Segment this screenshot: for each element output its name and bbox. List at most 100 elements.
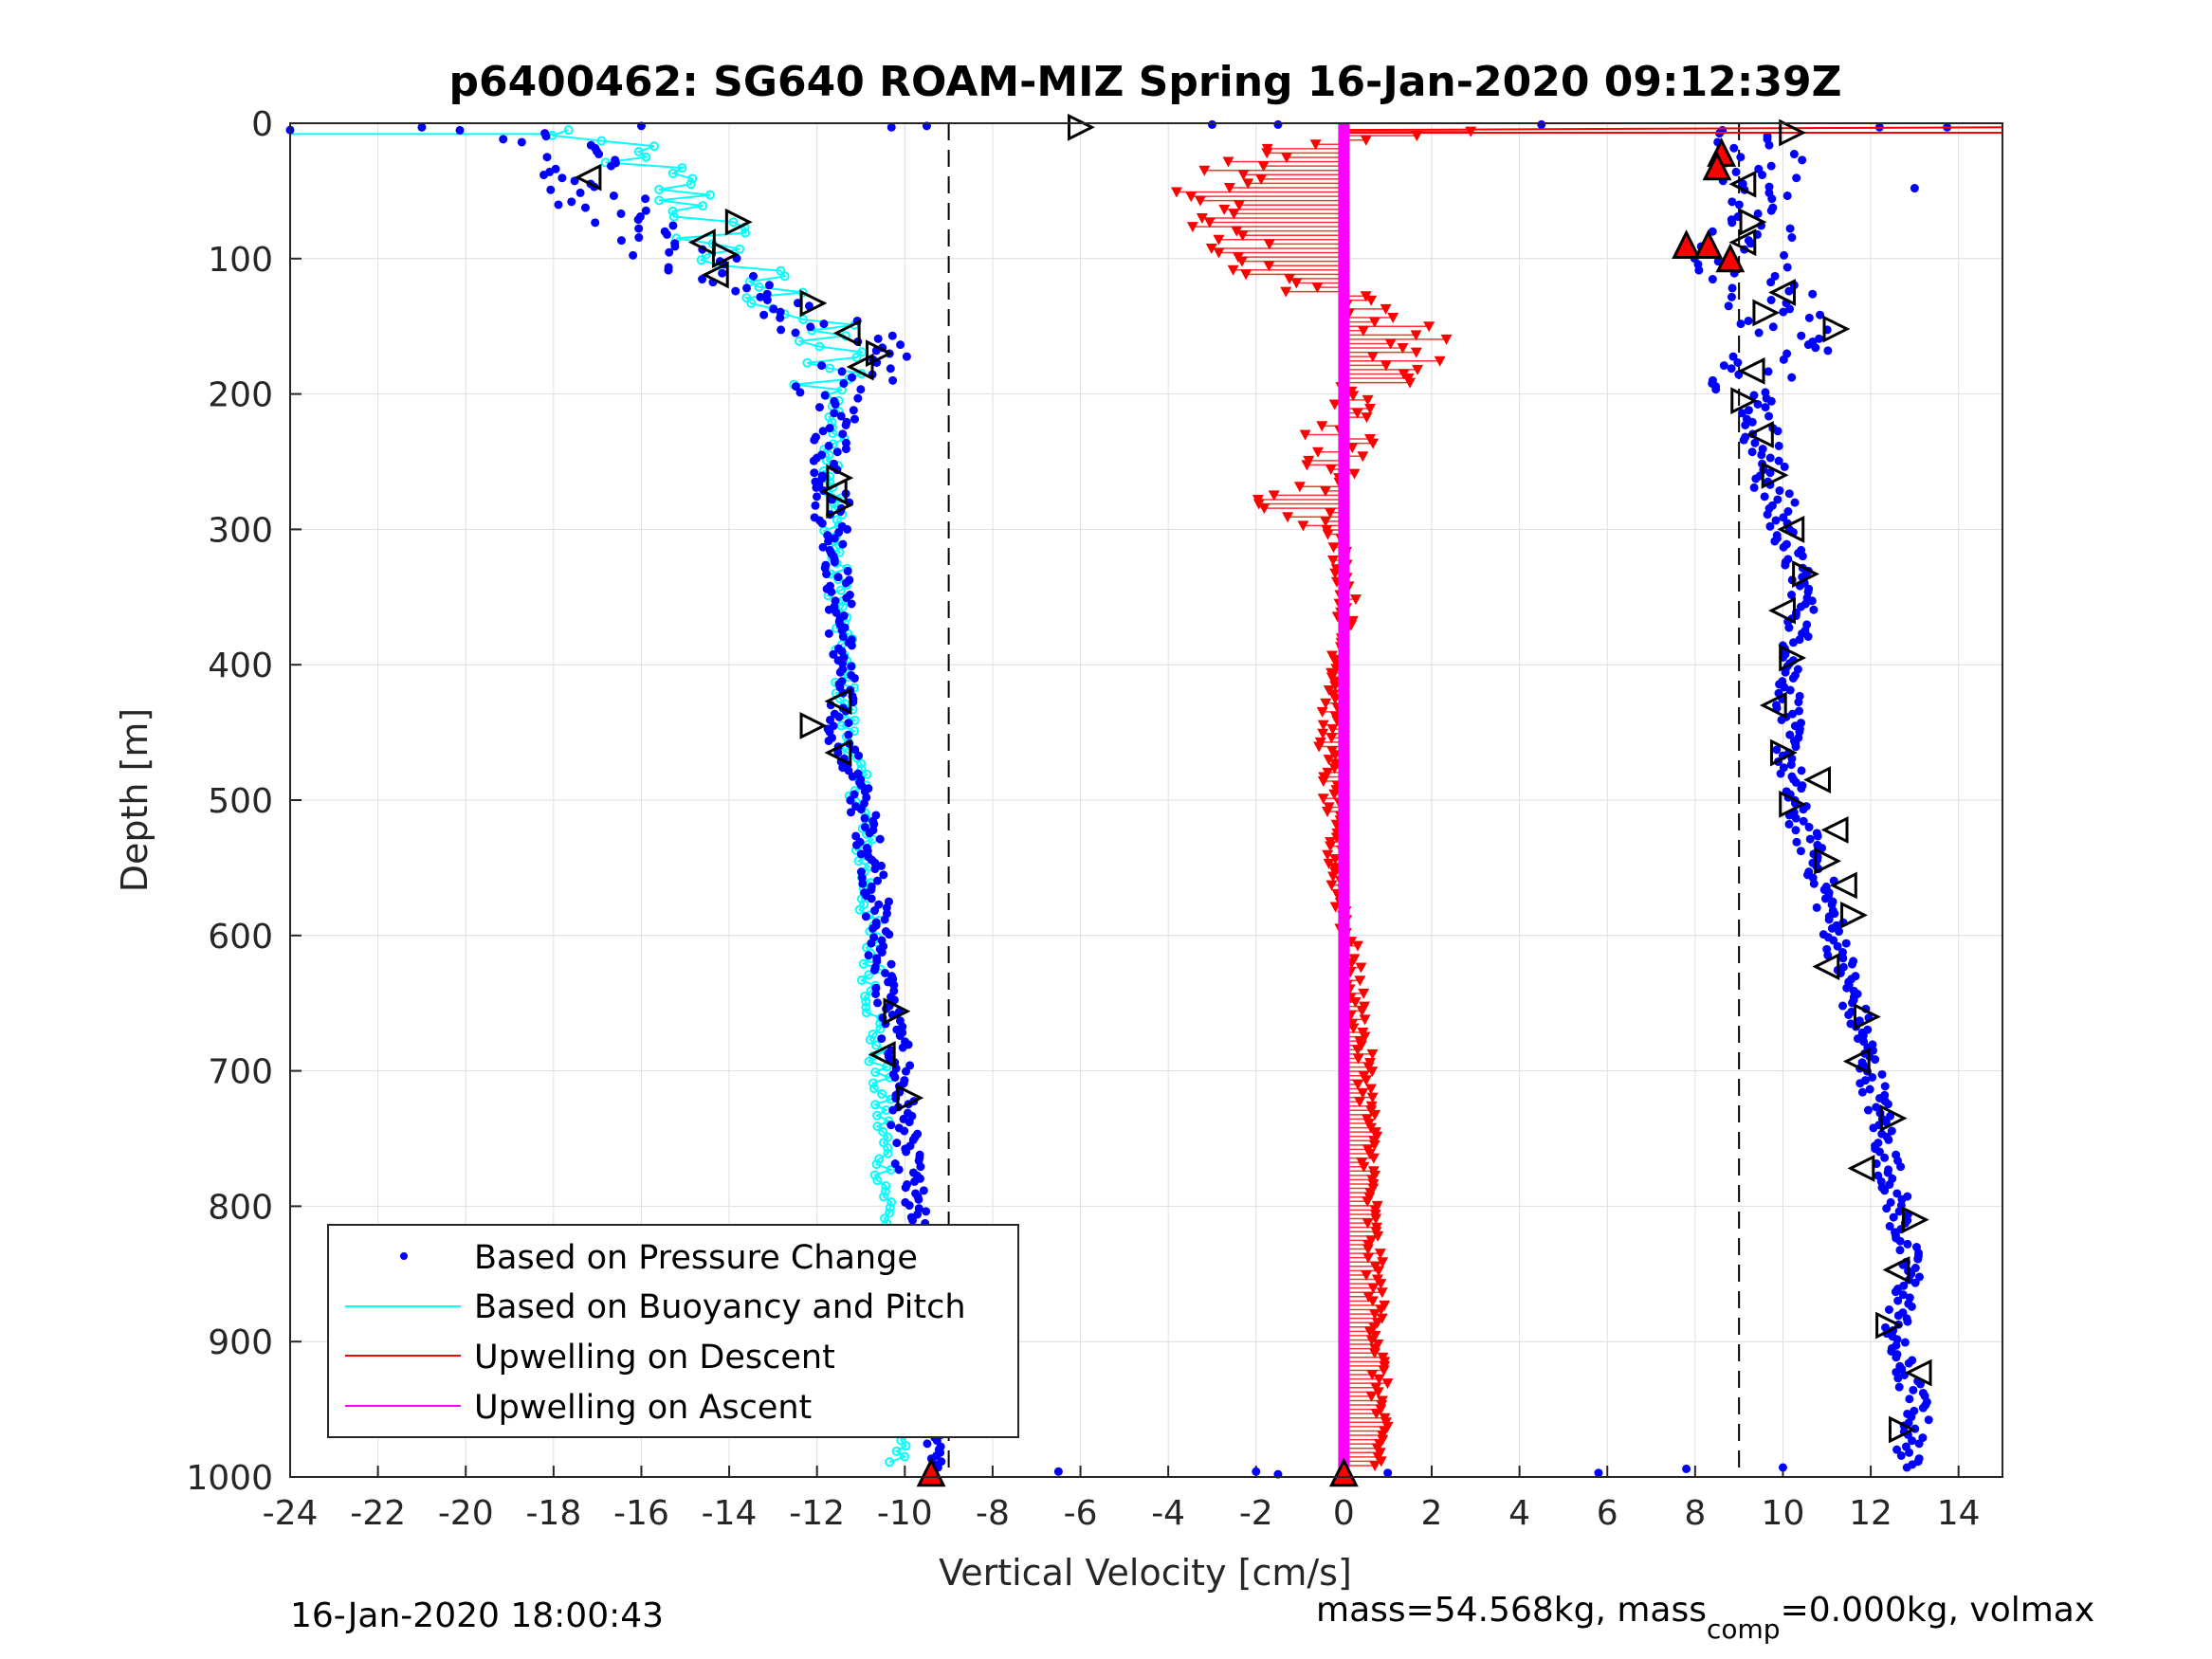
buoyancy-pitch-point (891, 1446, 902, 1456)
pressure-ascent-point (1797, 331, 1806, 340)
upwelling-descent-point (1263, 261, 1275, 272)
x-tick-label: -12 (789, 1494, 845, 1533)
pressure-descent-point (594, 150, 604, 159)
upwelling-descent-point (1369, 1109, 1381, 1121)
buoyancy-pitch-point (797, 287, 808, 298)
upwelling-descent-point (1194, 195, 1206, 207)
buoyancy-pitch-point (754, 282, 764, 292)
pressure-ascent-point (1894, 1207, 1904, 1216)
pressure-ascent-point (1744, 316, 1753, 325)
pressure-ascent-point (1797, 766, 1806, 775)
pressure-descent-point (806, 322, 815, 332)
upwelling-descent-point (1364, 404, 1377, 415)
pressure-ascent-point (1905, 1395, 1914, 1404)
open-triangle-marker (1728, 228, 1757, 257)
upwelling-descent-point (1373, 1374, 1385, 1385)
open-triangle-marker (1882, 1256, 1910, 1284)
upwelling-descent-surface-line (1344, 126, 2003, 132)
buoyancy-pitch-point (696, 255, 706, 265)
x-tick-label: -24 (263, 1494, 319, 1533)
pressure-ascent-point (1728, 197, 1737, 207)
pressure-ascent-point (1914, 1439, 1924, 1449)
pressure-ascent-point (1797, 784, 1806, 793)
upwelling-descent-point (1283, 273, 1295, 284)
pressure-ascent-point (1728, 352, 1738, 361)
upwelling-descent-point (1323, 858, 1335, 869)
pressure-descent-point (848, 772, 857, 781)
upwelling-descent-point (1357, 325, 1369, 337)
pressure-descent-point (892, 1139, 902, 1148)
pressure-descent-point (830, 557, 839, 567)
pressure-ascent-point (1904, 1358, 1913, 1368)
upwelling-descent-point (1351, 408, 1363, 419)
pressure-descent-point (554, 200, 563, 210)
pressure-descent-point (591, 218, 600, 228)
pressure-ascent-point (1751, 474, 1761, 483)
upwelling-descent-point (1290, 278, 1303, 289)
pressure-descent-point (850, 673, 859, 683)
open-triangle-marker (824, 687, 852, 716)
upwelling-descent-point (1213, 247, 1225, 259)
pressure-ascent-point (1871, 1055, 1880, 1065)
buoyancy-pitch-point (667, 168, 678, 178)
pressure-descent-point (902, 352, 911, 361)
pressure-ascent-point (1896, 1162, 1906, 1172)
open-triangle-marker (1068, 113, 1095, 141)
pressure-descent-point (867, 894, 876, 903)
pressure-ascent-point (1780, 462, 1789, 471)
pressure-ascent-point (1924, 1415, 1933, 1425)
pressure-descent-point (665, 247, 674, 257)
open-triangle-marker (711, 241, 740, 268)
pressure-descent-point (882, 902, 891, 912)
upwelling-descent-point (1311, 283, 1324, 294)
pressure-ascent-point (1893, 1311, 1903, 1321)
upwelling-descent-point (1360, 1075, 1372, 1086)
pressure-ascent-point (1892, 1353, 1901, 1362)
pressure-descent-point (856, 849, 866, 859)
upwelling-descent-point (1366, 1066, 1379, 1078)
filled-triangle-marker (916, 1457, 946, 1487)
pressure-descent-point (844, 766, 853, 775)
pressure-ascent-point (1785, 685, 1795, 695)
pressure-ascent-point (1804, 823, 1814, 832)
pressure-descent-point (824, 736, 833, 745)
legend-item-ascent: Upwelling on Ascent (345, 1389, 812, 1427)
pressure-ascent-point (1771, 516, 1781, 525)
pressure-ascent-point (1841, 939, 1851, 948)
pressure-descent-point (889, 980, 899, 990)
pressure-descent-point (616, 236, 626, 246)
pressure-ascent-point (1809, 879, 1819, 888)
pressure-ascent-point (1766, 295, 1776, 304)
pressure-outlier-point (417, 122, 427, 132)
pressure-ascent-point (1808, 289, 1818, 299)
upwelling-descent-point (1185, 191, 1197, 203)
pressure-descent-point (848, 373, 857, 382)
upwelling-descent-point (1280, 152, 1292, 163)
upwelling-descent-point (1320, 516, 1332, 527)
open-triangle-marker (1842, 1048, 1871, 1076)
buoyancy-pitch-point (698, 201, 708, 211)
upwelling-descent-point (1227, 264, 1239, 276)
open-triangle-marker (826, 491, 854, 520)
y-tick-label: 1000 (186, 1459, 273, 1498)
pressure-ascent-point (1909, 1385, 1918, 1395)
y-axis-label: Depth [m] (114, 708, 155, 893)
open-triangle-marker (1812, 953, 1840, 981)
pressure-descent-point (885, 930, 894, 939)
buoyancy-pitch-point (865, 1034, 875, 1045)
pressure-descent-point (814, 403, 824, 412)
pressure-ascent-point (1790, 498, 1800, 507)
pressure-descent-point (875, 834, 885, 844)
pressure-ascent-point (1753, 399, 1763, 409)
upwelling-descent-point (1384, 338, 1397, 350)
upwelling-descent-point (1328, 399, 1341, 410)
upwelling-descent-point (1368, 1309, 1380, 1321)
pressure-ascent-point (1900, 1338, 1910, 1347)
pressure-ascent-point (1892, 1445, 1902, 1454)
x-tick-label: -20 (438, 1494, 494, 1533)
pressure-ascent-point (1783, 507, 1793, 517)
y-tick-labels: 0 100 200 300 400 500 600 700 800 900 1000 (186, 105, 273, 1498)
pressure-descent-point (831, 399, 840, 409)
buoyancy-pitch-point (668, 211, 679, 222)
open-triangle-marker (846, 353, 874, 381)
